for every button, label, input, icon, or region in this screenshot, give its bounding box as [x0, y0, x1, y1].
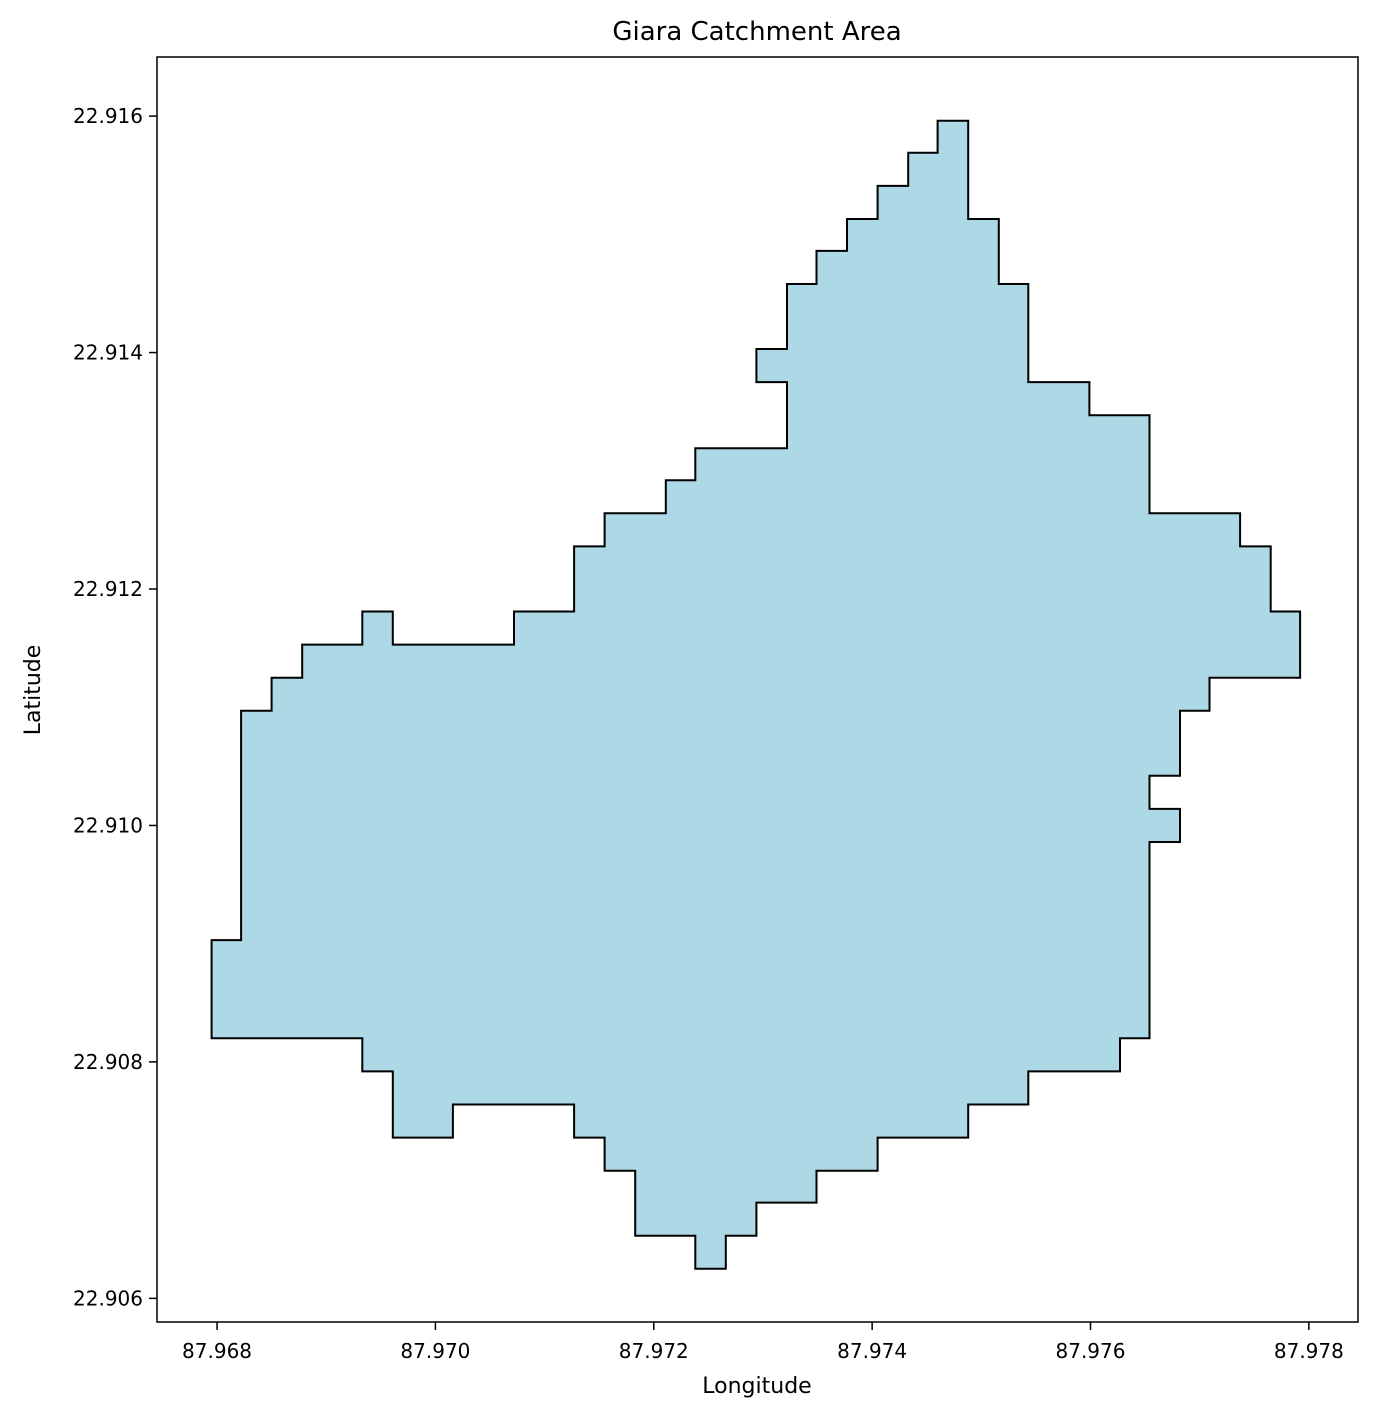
y-tick-label: 22.906: [73, 1286, 143, 1310]
y-tick-label: 22.908: [73, 1050, 143, 1074]
x-tick-label: 87.972: [619, 1339, 689, 1363]
y-tick-label: 22.916: [73, 104, 143, 128]
x-tick-label: 87.974: [837, 1339, 907, 1363]
y-axis-label: Latitude: [21, 645, 46, 736]
y-tick-label: 22.912: [73, 577, 143, 601]
x-tick-label: 87.978: [1274, 1339, 1344, 1363]
catchment-polygon: [210, 119, 1302, 1270]
x-axis-label: Longitude: [702, 1374, 811, 1399]
y-tick-label: 22.910: [73, 813, 143, 837]
map-title: Giara Catchment Area: [612, 17, 901, 47]
y-tick-label: 22.914: [73, 341, 143, 365]
plot-frame: [156, 56, 1359, 1323]
x-tick-label: 87.970: [400, 1339, 470, 1363]
x-tick-label: 87.968: [182, 1339, 252, 1363]
x-axis: 87.968 87.970 87.972 87.974 87.976 87.978: [182, 1322, 1344, 1363]
y-axis: 22.906 22.908 22.910 22.912 22.914 22.916: [73, 104, 157, 1310]
x-tick-label: 87.976: [1056, 1339, 1126, 1363]
